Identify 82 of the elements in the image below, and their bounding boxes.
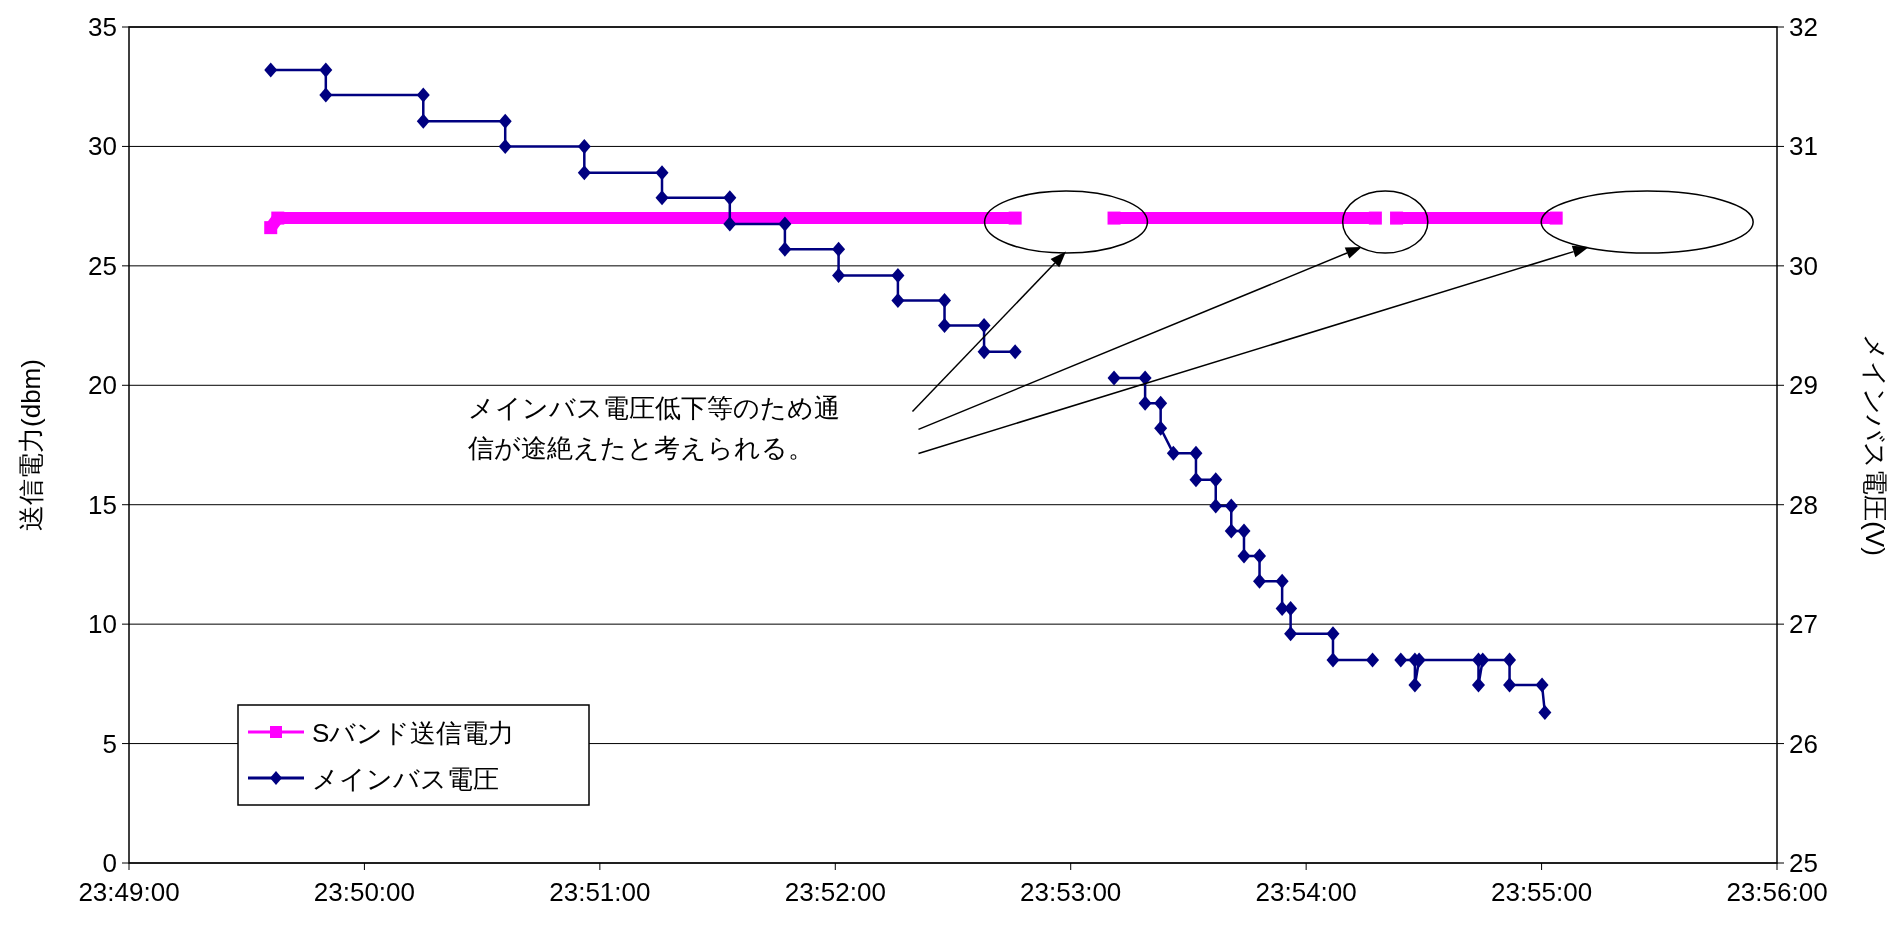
y2-tick-label: 26 (1789, 728, 1818, 759)
y2-tick-label: 28 (1789, 489, 1818, 520)
point (655, 190, 669, 206)
point (655, 165, 669, 181)
point (1408, 677, 1422, 693)
point (938, 318, 952, 334)
x-tick-label: 23:54:00 (1255, 877, 1357, 907)
x-tick-label: 23:52:00 (784, 877, 886, 907)
x-tick-label: 23:53:00 (1020, 877, 1122, 907)
point (1224, 523, 1238, 539)
y-tick-label: 5 (102, 728, 117, 759)
x-tick-label: 23:49:00 (78, 877, 180, 907)
legend-label: メインバス電圧 (312, 764, 499, 794)
point (1326, 652, 1340, 668)
point (1209, 472, 1223, 488)
y-tick-label: 20 (88, 370, 117, 401)
point (1326, 626, 1340, 642)
y-tick-label: 0 (102, 848, 117, 878)
y2-tick-label: 30 (1789, 250, 1818, 281)
point (416, 87, 430, 103)
point (1138, 395, 1152, 411)
point (1503, 652, 1517, 668)
point (1189, 445, 1203, 461)
point (778, 241, 792, 257)
point (832, 241, 846, 257)
point (1138, 370, 1152, 386)
y2-axis-title: メインバス電圧(V) (1860, 334, 1890, 556)
x-tick-label: 23:56:00 (1726, 877, 1828, 907)
point (1209, 498, 1223, 514)
point (1535, 677, 1549, 693)
point (1154, 420, 1168, 436)
y-tick-label: 10 (88, 609, 117, 640)
point (1253, 548, 1267, 564)
point (577, 165, 591, 181)
point (1237, 523, 1251, 539)
point (938, 292, 952, 308)
y2-tick-label: 31 (1789, 131, 1818, 162)
point (1366, 652, 1380, 668)
x-tick-label: 23:51:00 (549, 877, 651, 907)
point (1538, 705, 1552, 721)
point (891, 267, 905, 283)
point (723, 190, 737, 206)
point (1284, 626, 1298, 642)
y2-tick-label: 27 (1789, 609, 1818, 640)
point (832, 267, 846, 283)
y2-tick-label: 29 (1789, 370, 1818, 401)
y-axis-title: 送信電力(dbm) (16, 359, 46, 531)
point (319, 87, 333, 103)
point (1224, 498, 1238, 514)
point (1008, 344, 1022, 360)
point (977, 344, 991, 360)
point (319, 62, 333, 78)
point (1166, 445, 1180, 461)
point (778, 216, 792, 232)
y-tick-label: 30 (88, 131, 117, 162)
point (577, 138, 591, 154)
point (1189, 472, 1203, 488)
point (1237, 548, 1251, 564)
point (1471, 677, 1485, 693)
point (891, 292, 905, 308)
point (1284, 601, 1298, 617)
y-tick-label: 35 (88, 12, 117, 42)
y2-tick-label: 25 (1789, 848, 1818, 878)
legend-label: Sバンド送信電力 (312, 718, 515, 748)
y2-tick-label: 32 (1789, 12, 1818, 42)
point (264, 62, 278, 78)
point (1503, 677, 1517, 693)
x-tick-label: 23:50:00 (313, 877, 416, 907)
x-tick-label: 23:55:00 (1490, 877, 1593, 907)
point (1275, 573, 1289, 589)
point (1253, 573, 1267, 589)
point (1394, 652, 1408, 668)
point (977, 318, 991, 334)
point (498, 113, 512, 129)
point (723, 216, 737, 232)
point (1107, 370, 1121, 386)
point (416, 113, 430, 129)
annotation: メインバス電圧低下等のため通信が途絶えたと考えられる。 (468, 393, 841, 464)
y-tick-label: 25 (88, 250, 117, 281)
point (498, 138, 512, 154)
y-tick-label: 15 (88, 489, 117, 520)
point (1154, 395, 1168, 411)
